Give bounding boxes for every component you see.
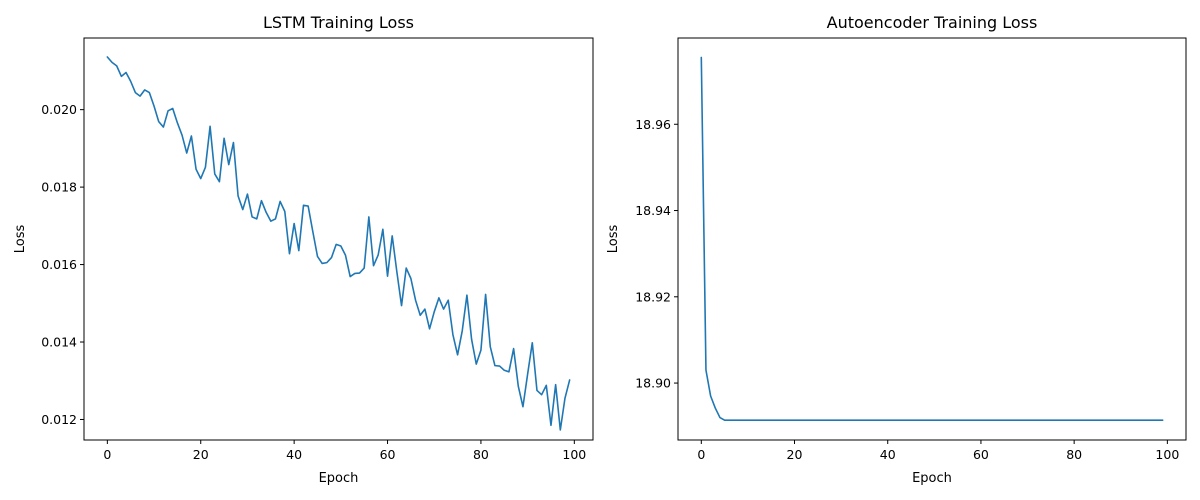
y-tick-label: 18.96	[635, 117, 671, 132]
x-axis-label: Epoch	[912, 471, 952, 486]
y-tick-label: 0.020	[41, 102, 77, 117]
x-tick-label: 0	[697, 447, 705, 462]
x-tick-label: 100	[562, 447, 586, 462]
y-tick-label: 0.016	[41, 257, 77, 272]
x-tick-label: 60	[973, 447, 989, 462]
y-tick-label: 18.92	[635, 289, 671, 304]
x-tick-label: 80	[1066, 447, 1082, 462]
x-tick-label: 100	[1155, 447, 1179, 462]
plot-frame	[83, 37, 594, 441]
x-tick-label: 20	[193, 447, 209, 462]
chart-title: LSTM Training Loss	[263, 13, 414, 32]
x-tick-label: 40	[880, 447, 896, 462]
autoencoder-loss-chart: Autoencoder Training Loss Epoch Loss 0 20…	[606, 13, 1187, 486]
x-tick-label: 80	[473, 447, 489, 462]
x-tick-label: 60	[380, 447, 396, 462]
x-tick-label: 0	[103, 447, 111, 462]
y-axis-label: Loss	[606, 225, 621, 254]
y-tick-label: 0.012	[41, 412, 77, 427]
y-tick-label: 18.90	[635, 376, 671, 391]
chart-title: Autoencoder Training Loss	[827, 13, 1038, 32]
y-tick-label: 18.94	[635, 203, 671, 218]
plot-frame	[677, 37, 1187, 441]
x-tick-label: 20	[787, 447, 803, 462]
x-tick-label: 40	[286, 447, 302, 462]
x-axis-label: Epoch	[319, 471, 359, 486]
y-tick-label: 0.014	[41, 335, 77, 350]
series-line-0	[106, 56, 571, 431]
series-line-0	[700, 56, 1164, 421]
y-tick-label: 0.018	[41, 180, 77, 195]
y-axis-label: Loss	[13, 225, 28, 254]
lstm-loss-chart: LSTM Training Loss Epoch Loss 0 20 40 60 80 1…	[13, 13, 594, 486]
